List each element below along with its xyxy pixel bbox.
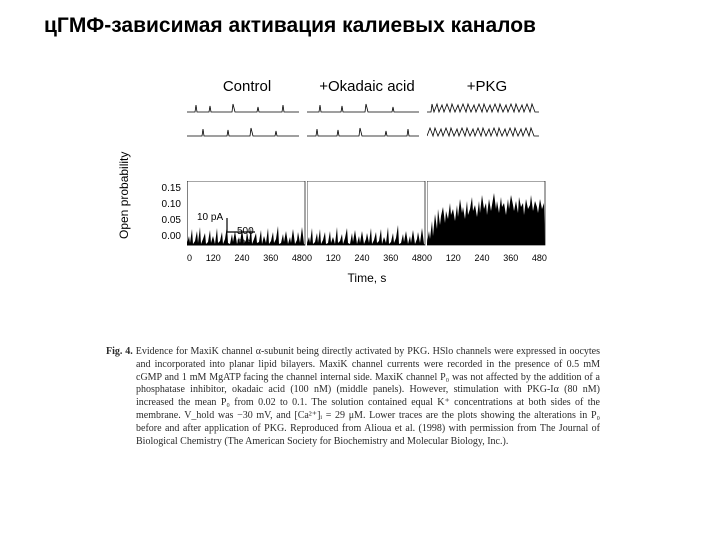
- caption-text: Evidence for MaxiK channel α-subunit bei…: [136, 346, 600, 447]
- x-axis-label: Time, s: [187, 271, 547, 285]
- ytick: 0.10: [155, 197, 181, 213]
- column-labels: Control +Okadaic acid +PKG: [187, 78, 595, 95]
- figure-caption: Fig. 4. Evidence for MaxiK channel α-sub…: [106, 346, 600, 448]
- ytick: 0.05: [155, 213, 181, 229]
- y-ticks: 0.15 0.10 0.05 0.00: [155, 181, 181, 245]
- ytick: 0.00: [155, 229, 181, 245]
- trace-pkg-2: [427, 125, 547, 147]
- x-ticks: 0120240360480: [187, 253, 307, 263]
- page-title: цГМФ-зависимая активация калиевых канало…: [0, 0, 720, 38]
- trace-control-1: [187, 101, 307, 123]
- y-axis-label: Open probability: [117, 152, 131, 239]
- column-label-okadaic: +Okadaic acid: [307, 78, 427, 95]
- trace-okadaic-1: [307, 101, 427, 123]
- x-ticks: 0120240360480: [307, 253, 427, 263]
- hist-panel-control: 0120240360480: [187, 181, 307, 251]
- column-label-pkg: +PKG: [427, 78, 547, 95]
- probability-chart: Open probability 0.15 0.10 0.05 0.00 012…: [135, 181, 595, 301]
- trace-pkg-1: [427, 101, 547, 123]
- figure-region: Control +Okadaic acid +PKG 10 pA 500 ms …: [135, 78, 595, 301]
- trace-okadaic-2: [307, 125, 427, 147]
- trace-row-1: [187, 101, 595, 123]
- hist-panel-pkg: 0120240360480: [427, 181, 547, 251]
- trace-row-2: [187, 125, 595, 147]
- hist-panel-okadaic: 0120240360480: [307, 181, 427, 251]
- ytick: 0.15: [155, 181, 181, 197]
- figure-number: Fig. 4.: [106, 346, 133, 357]
- x-ticks: 0120240360480: [427, 253, 547, 263]
- trace-control-2: [187, 125, 307, 147]
- column-label-control: Control: [187, 78, 307, 95]
